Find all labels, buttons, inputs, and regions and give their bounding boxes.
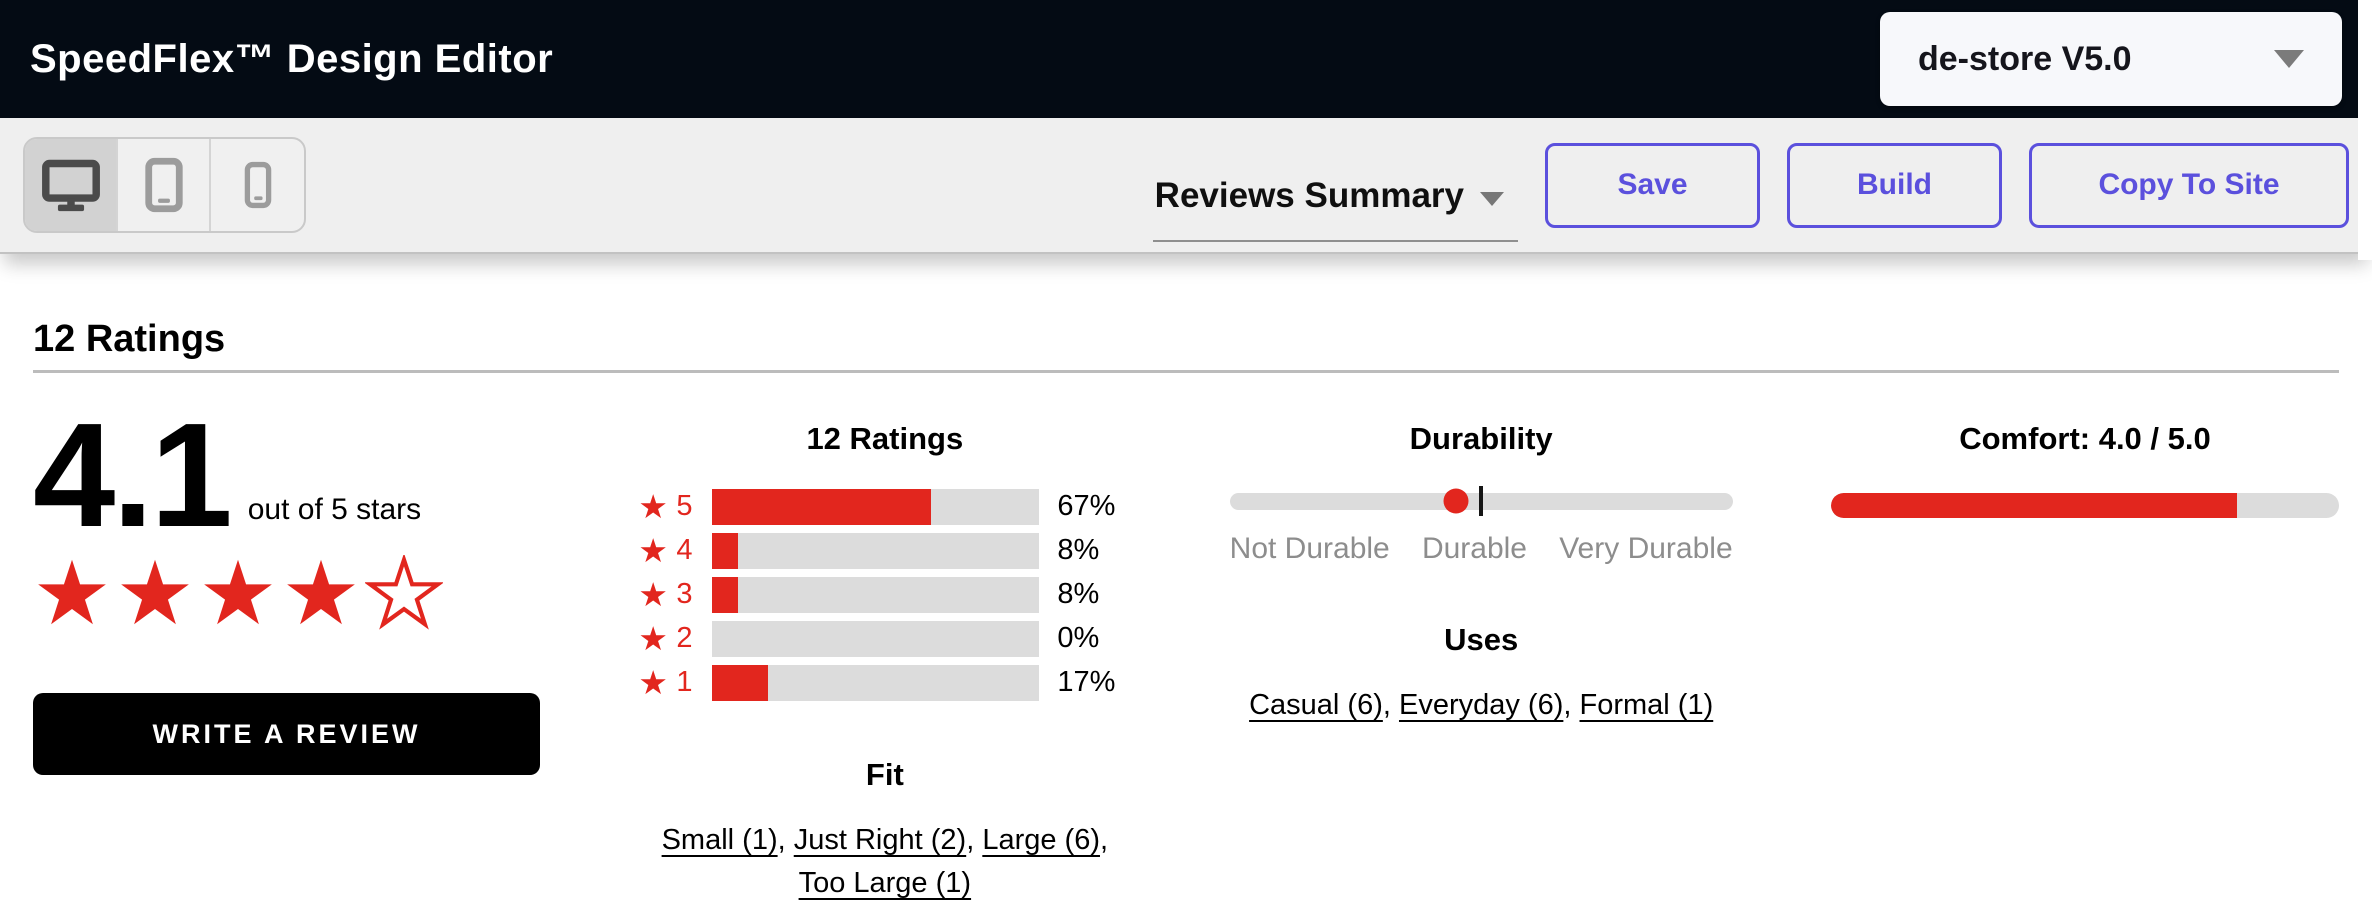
section-selector-value: Reviews Summary	[1154, 176, 1464, 215]
durability-label-mid: Durable	[1421, 531, 1527, 565]
star-filled-icon	[116, 555, 194, 631]
average-rating-suffix: out of 5 stars	[247, 493, 422, 527]
overall-score-row: 4.1 out of 5 stars	[33, 392, 540, 558]
separator: ,	[1563, 688, 1580, 721]
rating-bar-row: ★ 2 0%	[638, 619, 1131, 659]
filter-link[interactable]: Everyday (6)	[1398, 688, 1564, 721]
rating-level-label: 1	[676, 666, 693, 699]
rating-bar-fill	[712, 576, 739, 613]
rating-level-label: 2	[676, 622, 693, 655]
comfort-bar-track	[1830, 492, 2339, 518]
comfort-bar-fill	[1830, 492, 2238, 518]
durability-title: Durability	[1409, 420, 1553, 456]
average-rating-value: 4.1	[33, 392, 233, 558]
rating-level-label: 4	[676, 534, 693, 567]
rating-percent-label: 8%	[1057, 578, 1100, 611]
rating-bar-fill	[712, 488, 932, 525]
rating-bar-row: ★ 4 8%	[638, 531, 1131, 571]
chevron-down-icon	[1480, 192, 1504, 206]
rating-bar-track	[712, 488, 1040, 525]
separator: ,	[1382, 688, 1399, 721]
filter-link[interactable]: Small (1)	[661, 823, 778, 856]
comfort-title: Comfort: 4.0 / 5.0	[1959, 420, 2211, 456]
rating-bar-track	[712, 576, 1040, 613]
rating-percent-label: 17%	[1057, 666, 1116, 699]
chevron-down-icon	[2274, 50, 2304, 68]
filter-link[interactable]: Formal (1)	[1579, 688, 1714, 721]
mobile-icon	[244, 161, 271, 209]
tablet-icon	[144, 157, 183, 213]
star-icon: ★	[638, 487, 668, 527]
uses-title: Uses	[1444, 621, 1519, 657]
rating-bar-row: ★ 5 67%	[638, 487, 1131, 527]
histogram-title: 12 Ratings	[806, 420, 964, 456]
separator: ,	[777, 823, 794, 856]
toolbar: Reviews Summary Save Build Copy To Site	[0, 118, 2372, 254]
star-icon: ★	[638, 531, 668, 571]
rating-bar-row: ★ 1 17%	[638, 663, 1131, 703]
overall-stars	[33, 553, 540, 631]
rating-level-label: 5	[676, 490, 693, 523]
build-button[interactable]: Build	[1787, 142, 2002, 228]
mobile-preview-button[interactable]	[211, 139, 304, 231]
desktop-preview-button[interactable]	[25, 139, 118, 231]
rating-level-label: 3	[676, 578, 693, 611]
store-version-dropdown[interactable]: de-store V5.0	[1880, 12, 2342, 106]
star-filled-icon	[199, 555, 277, 631]
separator: ,	[1099, 823, 1109, 856]
save-button[interactable]: Save	[1545, 142, 1760, 228]
durability-track	[1229, 486, 1733, 517]
durability-label-low: Not Durable	[1229, 531, 1390, 565]
durability-column: Durability Not Durable Durable Very Dura…	[1229, 417, 1733, 906]
reviews-summary-preview: 12 Ratings 4.1 out of 5 stars WRITE A RE…	[0, 254, 2372, 906]
star-filled-icon	[282, 555, 360, 631]
rating-bar-track	[712, 532, 1040, 569]
section-selector[interactable]: Reviews Summary	[1152, 176, 1518, 242]
rating-bar-track	[712, 664, 1040, 701]
comfort-column: Comfort: 4.0 / 5.0	[1830, 417, 2339, 906]
uses-section: Uses Casual (6), Everyday (6), Formal (1…	[1230, 622, 1733, 728]
rating-percent-label: 67%	[1057, 490, 1116, 523]
tablet-preview-button[interactable]	[118, 139, 211, 231]
star-icon: ★	[638, 663, 668, 703]
summary-grid: 4.1 out of 5 stars WRITE A REVIEW 12 Rat…	[33, 392, 2339, 906]
star-icon: ★	[638, 575, 668, 615]
durability-tick	[1479, 486, 1484, 517]
ratings-heading: 12 Ratings	[33, 318, 226, 360]
durability-label-high: Very Durable	[1559, 531, 1733, 565]
copy-to-site-button[interactable]: Copy To Site	[2029, 142, 2349, 228]
durability-dot	[1443, 488, 1469, 514]
rating-bar-track	[712, 620, 1040, 657]
star-filled-icon	[33, 555, 111, 631]
ratings-histogram-rows: ★ 5 67% ★ 4 8% ★ 3 8% ★ 2 0% ★ 1 17%	[638, 487, 1131, 703]
write-review-button[interactable]: WRITE A REVIEW	[33, 693, 540, 776]
overall-rating-column: 4.1 out of 5 stars WRITE A REVIEW	[33, 392, 540, 906]
filter-link[interactable]: Casual (6)	[1249, 688, 1383, 721]
rating-percent-label: 0%	[1057, 622, 1100, 655]
store-version-value: de-store V5.0	[1918, 39, 2132, 78]
ratings-histogram-column: 12 Ratings ★ 5 67% ★ 4 8% ★ 3 8% ★ 2 0% ★ 1 17% Fit Sm…	[638, 417, 1131, 906]
scrollbar-gutter	[2358, 0, 2372, 260]
rating-bar-row: ★ 3 8%	[638, 575, 1131, 615]
star-outline-icon	[363, 553, 445, 631]
app-title: SpeedFlex™ Design Editor	[30, 36, 554, 81]
rating-bar-fill	[712, 532, 739, 569]
separator: ,	[966, 823, 983, 856]
rating-percent-label: 8%	[1057, 534, 1100, 567]
uses-links: Casual (6), Everyday (6), Formal (1)	[1231, 684, 1731, 728]
fit-title: Fit	[865, 756, 904, 792]
filter-link[interactable]: Too Large (1)	[798, 867, 972, 900]
desktop-icon	[41, 159, 100, 212]
device-preview-toggle	[23, 137, 306, 233]
fit-section: Fit Small (1), Just Right (2), Large (6)…	[638, 757, 1131, 906]
app-header: SpeedFlex™ Design Editor de-store V5.0	[0, 0, 2372, 118]
heading-divider	[33, 369, 2339, 373]
filter-link[interactable]: Large (6)	[982, 823, 1100, 856]
star-icon: ★	[638, 619, 668, 659]
filter-link[interactable]: Just Right (2)	[793, 823, 967, 856]
durability-labels: Not Durable Durable Very Durable	[1230, 532, 1733, 566]
fit-links: Small (1), Just Right (2), Large (6), To…	[638, 819, 1131, 906]
rating-bar-fill	[712, 664, 768, 701]
durability-slider: Not Durable Durable Very Durable	[1229, 486, 1733, 566]
